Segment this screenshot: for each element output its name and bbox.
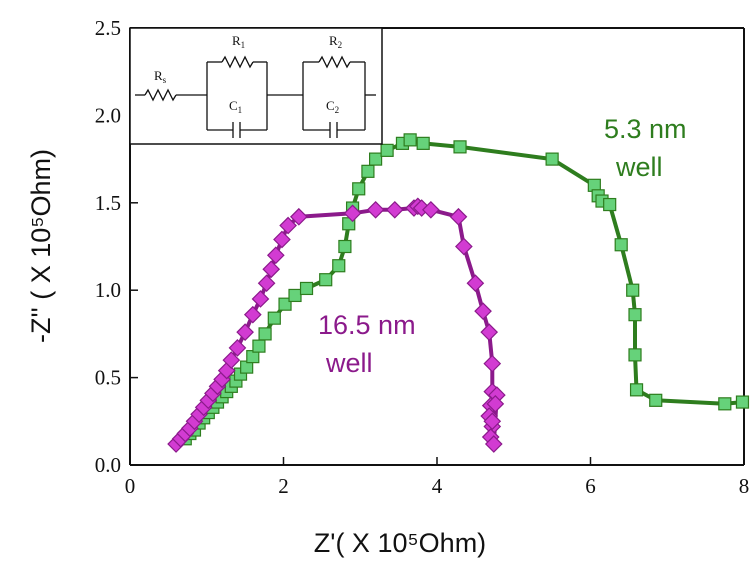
data-point <box>278 297 292 311</box>
data-point <box>628 348 642 362</box>
data-point <box>453 140 467 154</box>
label-r1: R1 <box>232 33 245 50</box>
annotation-5-3nm-line2: well <box>615 152 663 182</box>
annotation-16-5nm-line2: well <box>325 348 373 378</box>
data-point <box>338 239 352 254</box>
x-tick-label: 4 <box>432 474 443 498</box>
data-point <box>545 152 559 166</box>
series-16-5-nm-well <box>167 197 506 453</box>
data-point <box>455 237 473 256</box>
data-point <box>361 164 375 178</box>
x-axis-label: Z'( X 10⁵Ohm) <box>314 528 486 558</box>
data-point <box>262 260 281 279</box>
x-ticks: 0 2 4 6 8 <box>125 457 750 498</box>
data-point <box>385 200 404 219</box>
resistor-r2 <box>318 55 351 69</box>
label-c2: C2 <box>326 98 339 115</box>
equivalent-circuit-inset: Rs R1 C1 R2 C2 <box>129 27 383 145</box>
data-point <box>299 281 314 296</box>
y-tick-label: 0.5 <box>95 366 121 390</box>
data-point <box>486 394 505 413</box>
data-point <box>483 354 502 373</box>
x-tick-label: 6 <box>585 474 596 498</box>
label-r2: R2 <box>329 33 342 50</box>
data-point <box>252 339 266 353</box>
data-point <box>626 283 640 297</box>
x-tick-label: 2 <box>278 474 289 498</box>
data-point <box>628 308 642 322</box>
data-point <box>449 207 468 226</box>
data-point <box>257 274 276 293</box>
data-point <box>484 435 503 453</box>
data-point <box>422 200 440 219</box>
annotation-5-3nm-line1: 5.3 nm <box>604 114 687 144</box>
y-ticks: 0.0 0.5 1.0 1.5 2.0 2.5 <box>95 16 138 477</box>
data-point <box>718 397 732 411</box>
data-point <box>251 290 270 308</box>
x-tick-label: 0 <box>125 474 136 498</box>
data-point <box>273 230 291 249</box>
data-point <box>603 197 617 212</box>
data-point <box>416 136 430 150</box>
y-tick-label: 2.0 <box>95 103 121 127</box>
inset-box <box>129 27 383 145</box>
data-point <box>267 311 281 325</box>
data-point <box>332 259 346 273</box>
y-tick-label: 1.0 <box>95 278 121 302</box>
data-point <box>222 351 241 369</box>
data-point <box>366 200 385 219</box>
resistor-r1 <box>221 55 254 69</box>
label-c1: C1 <box>229 98 242 115</box>
x-tick-label: 8 <box>739 474 750 498</box>
y-tick-label: 1.5 <box>95 191 121 215</box>
data-point <box>343 204 362 223</box>
y-axis-label: -Z'' ( X 10⁵Ohm) <box>26 149 56 343</box>
series-layer <box>167 133 750 453</box>
label-rs: Rs <box>154 68 167 85</box>
data-point <box>480 323 499 342</box>
data-point <box>288 288 302 303</box>
data-point <box>319 273 333 287</box>
data-point <box>629 383 644 397</box>
data-point <box>369 152 383 166</box>
data-point <box>649 393 663 407</box>
data-point <box>474 302 492 321</box>
resistor-rs <box>144 88 177 102</box>
series-5-3-nm-well <box>178 133 750 446</box>
annotation-16-5nm-line1: 16.5 nm <box>318 310 416 340</box>
data-point <box>483 412 502 431</box>
data-point <box>243 305 262 324</box>
data-point <box>466 274 485 293</box>
data-point <box>403 133 417 147</box>
data-point <box>290 207 308 226</box>
y-tick-label: 2.5 <box>95 16 121 40</box>
data-point <box>380 143 394 157</box>
data-point <box>258 327 272 341</box>
data-point <box>279 216 297 235</box>
data-point <box>735 395 750 409</box>
data-point <box>614 238 628 252</box>
y-tick-label: 0.0 <box>95 453 121 477</box>
data-point <box>228 339 247 357</box>
data-point <box>236 323 254 342</box>
data-point <box>352 182 366 196</box>
data-point <box>266 246 285 265</box>
